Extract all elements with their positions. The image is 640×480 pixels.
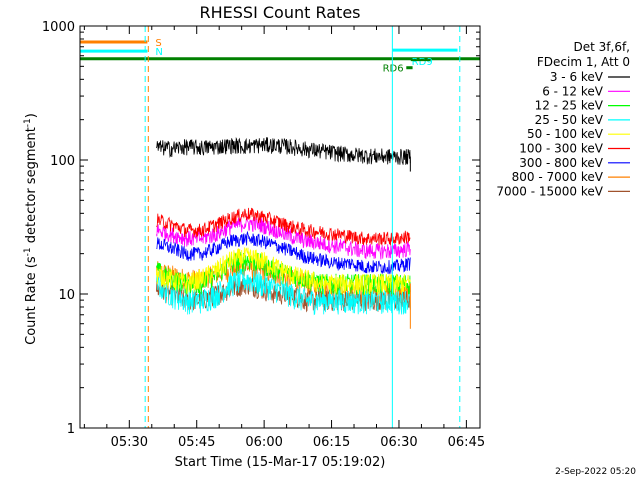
vertical-markers	[79, 26, 461, 428]
x-tick-label: 05:30	[111, 435, 148, 450]
x-axis-label: Start Time (15-Mar-17 05:19:02)	[175, 455, 386, 470]
x-tick-label: 06:00	[245, 435, 282, 450]
x-tick-label: 06:45	[448, 435, 485, 450]
y-axis-ticks: 1 10 100 1000	[42, 20, 480, 437]
x-tick-label: 06:30	[380, 435, 417, 450]
series-line	[156, 207, 411, 246]
y-axis-label-sup1: -1	[23, 247, 33, 256]
y-tick-label: 100	[50, 154, 75, 169]
state-bars: SN RD6 RD9	[80, 38, 480, 75]
y-axis-label-mid: detector segment	[24, 127, 39, 247]
y-axis-label-end: )	[24, 113, 39, 118]
state-bar-label: RD6	[383, 64, 404, 75]
series-line	[156, 136, 411, 165]
legend-label: 6 - 12 keV	[542, 84, 604, 98]
legend-label: 12 - 25 keV	[535, 99, 604, 113]
plot-frame	[79, 25, 481, 429]
y-axis-label: Count Rate (s-1 detector segment-1)	[23, 113, 39, 345]
series-line	[156, 247, 411, 295]
legend-label: 7000 - 15000 keV	[496, 184, 603, 198]
state-bar-label: S	[155, 38, 161, 49]
state-bar-label: N	[155, 47, 162, 58]
y-axis-label-sup2: -1	[23, 118, 33, 127]
y-tick-label: 1000	[42, 20, 75, 35]
y-tick-label: 1	[67, 422, 75, 437]
y-axis-label-main: Count Rate (s	[24, 256, 39, 345]
series-line	[156, 230, 411, 275]
series-line	[156, 215, 411, 260]
x-tick-label: 06:15	[313, 435, 350, 450]
legend-label: 3 - 6 keV	[550, 70, 604, 84]
legend-label: 100 - 300 keV	[519, 142, 603, 156]
legend-label: 300 - 800 keV	[519, 156, 603, 170]
state-bar-label: RD9	[412, 57, 433, 68]
footer-date: 2-Sep-2022 05:20	[555, 467, 636, 477]
x-tick-label: 05:45	[178, 435, 215, 450]
legend-label: 800 - 7000 keV	[512, 170, 604, 184]
legend-label: 25 - 50 keV	[535, 113, 604, 127]
legend-header-line1: Det 3f,6f,	[574, 40, 631, 54]
y-tick-label: 10	[58, 288, 75, 303]
chart-title: RHESSI Count Rates	[200, 3, 361, 22]
x-axis-ticks: 05:30 05:45 06:00 06:15 06:30 06:45	[83, 26, 485, 450]
series-line	[156, 268, 411, 316]
series-layer	[156, 136, 411, 329]
legend-label: 50 - 100 keV	[527, 127, 604, 141]
legend-header-line2: FDecim 1, Att 0	[537, 55, 630, 69]
series-line	[156, 251, 411, 296]
